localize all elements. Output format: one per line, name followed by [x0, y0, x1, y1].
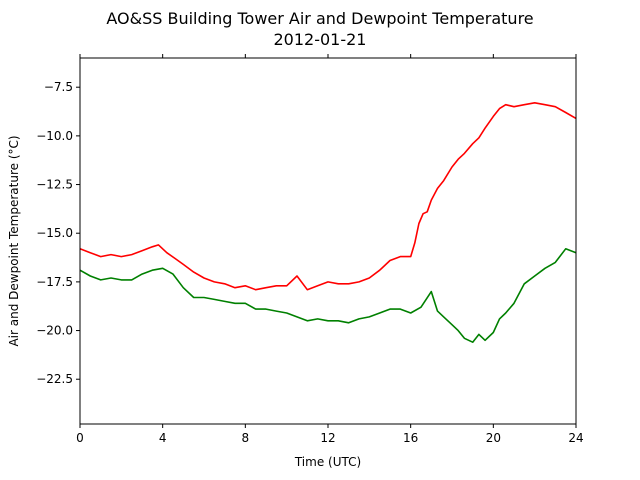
- series-line-2: [79, 248, 577, 343]
- x-tick-label: 16: [403, 431, 418, 445]
- y-axis-label: Air and Dewpoint Temperature (°C): [7, 135, 21, 346]
- ticks-layer: 0 4 8 12 16 20 24 −22.5 −20.0 −17.5 −15.0 −12.5 −10.…: [36, 54, 584, 445]
- y-tick-label: −7.5: [44, 80, 73, 94]
- y-tick-label: −17.5: [36, 275, 73, 289]
- x-tick-label: 20: [486, 431, 501, 445]
- x-tick-label: 4: [159, 431, 167, 445]
- y-tick-label: −10.0: [36, 129, 73, 143]
- x-tick-label: 24: [568, 431, 583, 445]
- y-tick-label: −12.5: [36, 178, 73, 192]
- x-tick-label: 12: [320, 431, 335, 445]
- chart-subtitle: 2012-01-21: [274, 30, 367, 49]
- plot-frame: [79, 57, 577, 425]
- series-layer: [79, 102, 577, 343]
- x-tick-label: 0: [76, 431, 84, 445]
- x-tick-label: 8: [242, 431, 250, 445]
- chart-title: AO&SS Building Tower Air and Dewpoint Te…: [106, 9, 533, 28]
- y-tick-label: −20.0: [36, 324, 73, 338]
- y-tick-label: −22.5: [36, 372, 73, 386]
- x-axis-label: Time (UTC): [294, 455, 361, 469]
- series-line-1: [79, 102, 577, 291]
- y-tick-label: −15.0: [36, 226, 73, 240]
